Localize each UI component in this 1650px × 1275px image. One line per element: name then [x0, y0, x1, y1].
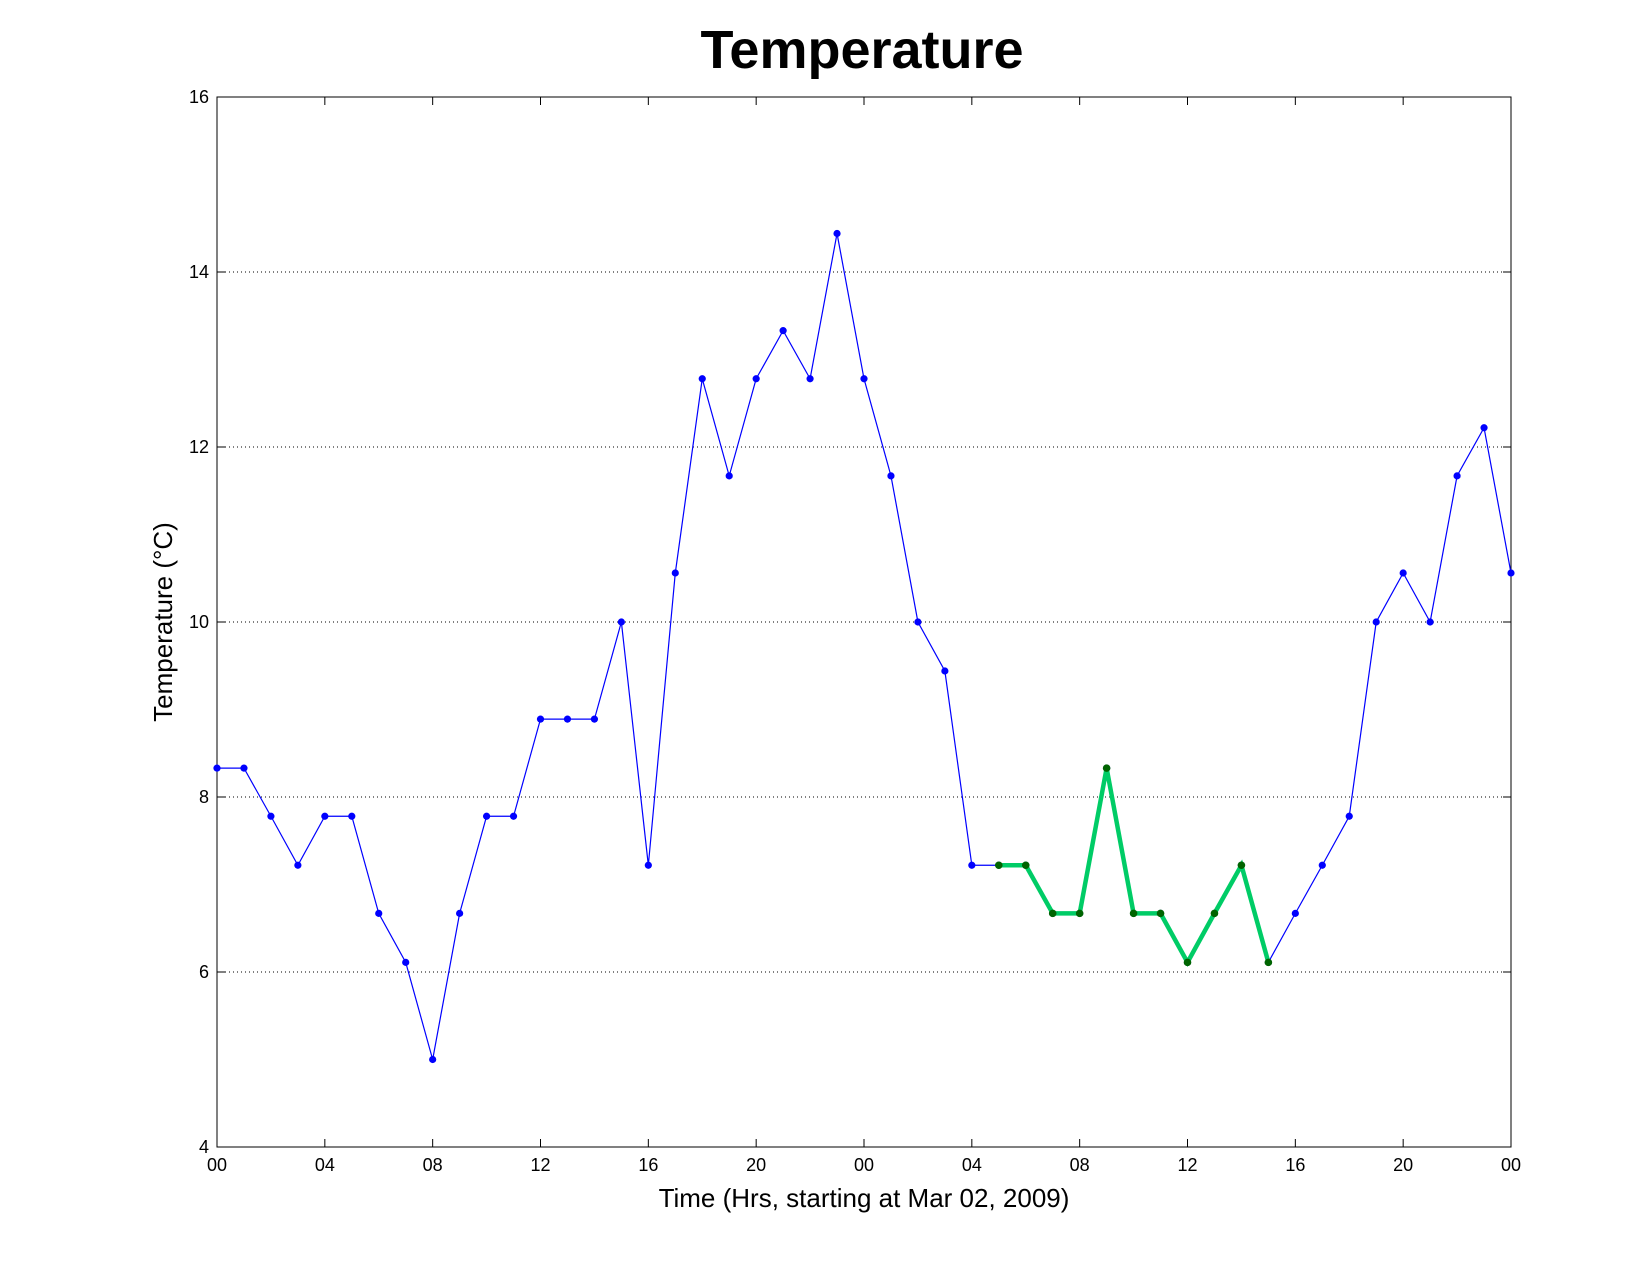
- highlight-data-point: [1237, 861, 1246, 870]
- highlight-data-point: [1075, 909, 1084, 918]
- data-point: [1372, 618, 1380, 626]
- data-point: [375, 909, 383, 917]
- data-point: [563, 715, 572, 723]
- highlight-data-point: [1021, 861, 1030, 870]
- data-point: [752, 375, 760, 383]
- data-point: [402, 958, 410, 966]
- highlight-data-point: [1102, 764, 1111, 772]
- data-point: [941, 667, 949, 675]
- data-point: [321, 812, 329, 820]
- y-tick-label: 6: [199, 962, 209, 982]
- highlight-data-point: [1183, 958, 1192, 967]
- data-point: [725, 472, 733, 480]
- data-point: [429, 1055, 437, 1064]
- highlight-data-point: [994, 861, 1003, 870]
- y-tick-label: 16: [189, 87, 209, 107]
- x-tick-label: 20: [1393, 1155, 1413, 1175]
- y-tick-label: 4: [199, 1137, 209, 1157]
- chart-title: Temperature: [700, 20, 1023, 80]
- data-point: [617, 618, 625, 626]
- data-point: [698, 375, 706, 383]
- x-tick-label: 00: [207, 1155, 227, 1175]
- y-axis-label: Temperature (°C): [148, 522, 178, 722]
- x-axis-label: Time (Hrs, starting at Mar 02, 2009): [659, 1183, 1070, 1213]
- data-point: [267, 812, 275, 820]
- data-point: [806, 375, 814, 383]
- data-point: [860, 375, 868, 383]
- data-point: [887, 472, 895, 480]
- y-tick-label: 8: [199, 787, 209, 807]
- data-point: [671, 569, 679, 577]
- data-point: [536, 715, 545, 723]
- data-point: [348, 812, 356, 820]
- y-tick-label: 12: [189, 437, 209, 457]
- data-series: [213, 229, 1515, 1064]
- axis-ticks: 4 6 8 10 12 14 16 00 04 08 12 16 20 00 04 08 12 16 20 00: [189, 87, 1521, 1175]
- data-point: [1291, 909, 1299, 917]
- x-tick-label: 08: [423, 1155, 443, 1175]
- data-point: [968, 861, 976, 869]
- data-point: [644, 861, 652, 869]
- x-tick-label: 20: [746, 1155, 766, 1175]
- data-point: [1426, 618, 1434, 626]
- x-tick-label: 12: [1177, 1155, 1197, 1175]
- highlight-data-point: [1210, 909, 1219, 918]
- x-tick-label: 16: [1285, 1155, 1305, 1175]
- highlight-data-point: [1129, 909, 1138, 918]
- y-tick-label: 14: [189, 262, 209, 282]
- data-point: [833, 229, 841, 238]
- highlight-data-point: [1156, 909, 1165, 918]
- data-point: [482, 812, 491, 820]
- data-point: [1345, 812, 1353, 820]
- data-point: [914, 618, 922, 626]
- x-tick-label: 12: [530, 1155, 550, 1175]
- data-point: [779, 327, 787, 335]
- data-point: [1399, 569, 1407, 577]
- x-tick-label: 00: [1501, 1155, 1521, 1175]
- x-tick-label: 08: [1070, 1155, 1090, 1175]
- data-point: [509, 812, 518, 820]
- data-point: [240, 764, 248, 772]
- data-point: [213, 764, 221, 772]
- highlight-data-point: [1264, 958, 1273, 967]
- data-point: [590, 715, 599, 723]
- data-point: [294, 861, 302, 869]
- data-point: [1507, 569, 1515, 577]
- x-tick-label: 04: [962, 1155, 982, 1175]
- highlight-data-point: [1048, 909, 1057, 918]
- x-tick-label: 16: [638, 1155, 658, 1175]
- data-point: [456, 909, 464, 917]
- y-tick-label: 10: [189, 612, 209, 632]
- data-point: [1453, 472, 1461, 480]
- data-point: [1480, 424, 1488, 432]
- data-point: [1318, 861, 1326, 869]
- x-tick-label: 04: [315, 1155, 335, 1175]
- x-tick-label: 00: [854, 1155, 874, 1175]
